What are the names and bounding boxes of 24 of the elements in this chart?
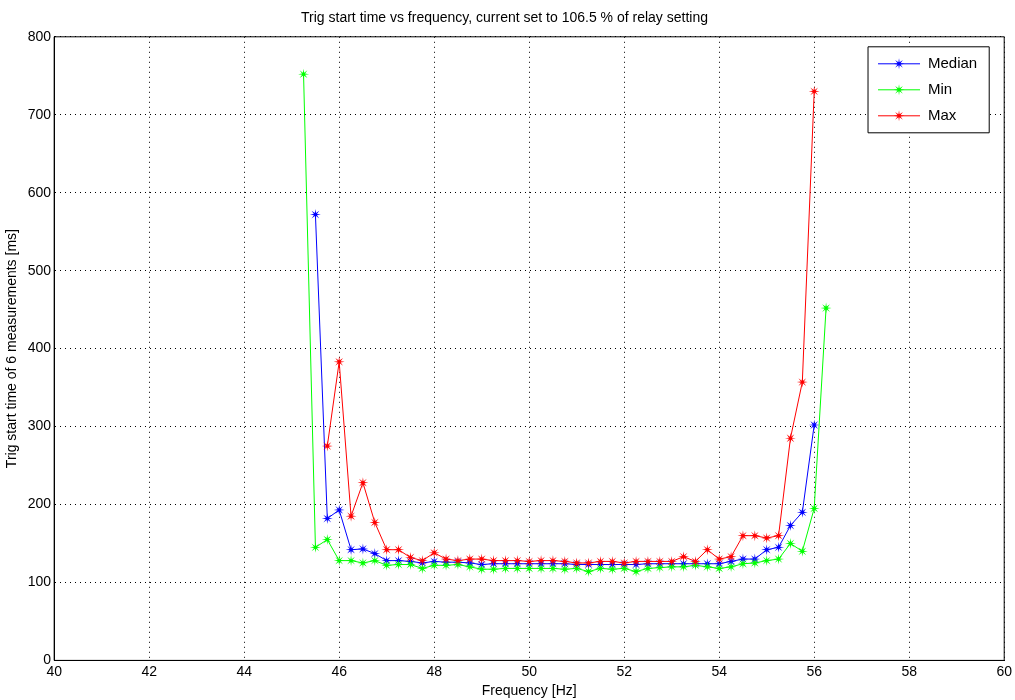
x-tick-label: 58 xyxy=(901,662,918,679)
y-tick-label: 100 xyxy=(27,573,52,590)
chart-title: Trig start time vs frequency, current set to 106.5 % of relay setting xyxy=(301,9,708,26)
x-tick-label: 52 xyxy=(616,662,633,679)
y-tick-label: 500 xyxy=(27,261,52,278)
legend-label: Min xyxy=(928,79,953,97)
x-tick-label: 60 xyxy=(996,662,1013,679)
x-tick-label: 42 xyxy=(141,662,158,679)
x-axis-title: Frequency [Hz] xyxy=(481,682,577,699)
y-tick-label: 700 xyxy=(27,105,52,122)
x-tick-label: 54 xyxy=(711,662,728,679)
x-tick-label: 56 xyxy=(806,662,823,679)
y-tick-label: 600 xyxy=(27,183,52,200)
y-tick-label: 800 xyxy=(27,27,52,44)
legend-label: Max xyxy=(928,105,957,123)
x-tick-label: 50 xyxy=(521,662,538,679)
y-axis-title: Trig start time of 6 measurements [ms] xyxy=(3,229,20,469)
x-tick-label: 46 xyxy=(331,662,348,679)
y-tick-label: 200 xyxy=(27,495,52,512)
legend-label: Median xyxy=(928,53,978,71)
y-tick-label: 400 xyxy=(27,339,52,356)
x-tick-label: 48 xyxy=(426,662,443,679)
x-tick-label: 44 xyxy=(236,662,253,679)
y-tick-label: 300 xyxy=(27,417,52,434)
